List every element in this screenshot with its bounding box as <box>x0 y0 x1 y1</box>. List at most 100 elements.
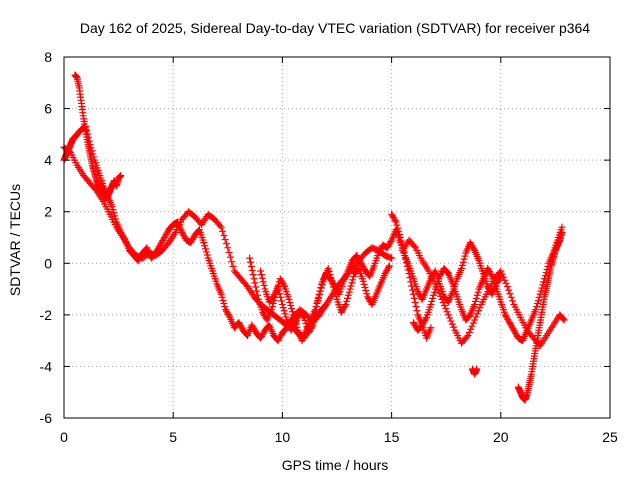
data-point <box>257 267 265 275</box>
data-point <box>447 317 455 325</box>
data-point <box>471 301 479 309</box>
series-trace-8 <box>409 319 481 378</box>
data-point <box>343 294 351 302</box>
data-point <box>470 245 478 253</box>
data-point <box>468 322 476 330</box>
data-point <box>246 254 254 262</box>
data-point <box>247 258 255 266</box>
data-point <box>286 298 294 306</box>
data-point <box>471 316 479 324</box>
data-point <box>344 291 352 299</box>
y-tick-label: 0 <box>44 255 52 271</box>
data-point <box>312 307 320 315</box>
data-point <box>349 276 357 284</box>
data-point <box>314 294 322 302</box>
data-point <box>440 302 448 310</box>
data-point <box>301 317 309 325</box>
data-point <box>225 248 233 256</box>
data-point <box>410 242 418 250</box>
data-point <box>409 286 417 294</box>
y-tick-label: -4 <box>40 358 53 374</box>
data-point <box>228 258 236 266</box>
data-point <box>281 310 289 318</box>
data-point <box>501 276 509 284</box>
data-point <box>472 313 480 321</box>
data-point <box>247 262 255 270</box>
data-point <box>302 320 310 328</box>
data-point <box>413 307 421 315</box>
data-point <box>363 290 371 298</box>
data-point <box>505 286 513 294</box>
y-axis-label: SDTVAR / TECUs <box>7 184 23 296</box>
data-point <box>221 236 229 244</box>
data-point <box>229 262 237 270</box>
data-point <box>463 333 471 341</box>
data-point <box>342 301 350 309</box>
data-point <box>392 218 400 226</box>
x-tick-label: 0 <box>60 429 68 445</box>
data-point <box>291 320 299 328</box>
data-point <box>202 245 210 253</box>
data-point <box>345 288 353 296</box>
x-tick-label: 15 <box>384 429 400 445</box>
data-point <box>288 305 296 313</box>
data-point <box>312 303 320 311</box>
data-point <box>300 313 308 321</box>
x-tick-label: 20 <box>493 429 509 445</box>
data-point <box>274 282 282 290</box>
data-point <box>475 307 483 315</box>
data-point <box>259 278 267 286</box>
data-point <box>226 253 234 261</box>
data-point <box>427 301 435 309</box>
data-point <box>258 274 266 282</box>
data-point <box>251 279 259 287</box>
data-point <box>560 316 568 324</box>
data-point <box>411 298 419 306</box>
data-point <box>430 291 438 299</box>
data-point <box>412 303 420 311</box>
data-point <box>348 279 356 287</box>
data-point <box>315 291 323 299</box>
data-point <box>385 262 393 270</box>
data-point <box>279 304 287 312</box>
data-point <box>457 264 465 272</box>
data-point <box>497 272 505 280</box>
data-point <box>502 279 510 287</box>
plot-frame <box>63 56 611 419</box>
data-point <box>422 315 430 323</box>
data-point <box>533 303 541 311</box>
data-point <box>471 297 479 305</box>
data-point <box>308 323 316 331</box>
data-point <box>282 313 290 321</box>
data-point <box>217 223 225 231</box>
data-point <box>391 216 399 224</box>
data-point <box>347 282 355 290</box>
data-point <box>461 252 469 260</box>
data-point <box>467 325 475 333</box>
data-point <box>476 304 484 312</box>
data-points <box>60 71 568 404</box>
data-point <box>111 212 119 220</box>
data-point <box>487 271 495 279</box>
axis-ticks <box>63 56 611 419</box>
x-tick-label: 10 <box>275 429 291 445</box>
data-point <box>473 291 481 299</box>
data-point <box>225 312 233 320</box>
data-point <box>221 303 229 311</box>
y-tick-label: 8 <box>44 49 52 65</box>
data-point <box>472 294 480 302</box>
data-point <box>91 186 99 194</box>
data-point <box>278 297 286 305</box>
data-point <box>219 227 227 235</box>
data-point <box>280 307 288 315</box>
y-tick-label: 2 <box>44 204 52 220</box>
y-tick-label: -2 <box>40 307 53 323</box>
data-point <box>343 297 351 305</box>
data-point <box>444 311 452 319</box>
chart-title: Day 162 of 2025, Sidereal Day-to-day VTE… <box>80 20 590 36</box>
data-point <box>253 287 261 295</box>
data-point <box>224 244 232 252</box>
data-point <box>346 285 354 293</box>
data-point <box>450 323 458 331</box>
